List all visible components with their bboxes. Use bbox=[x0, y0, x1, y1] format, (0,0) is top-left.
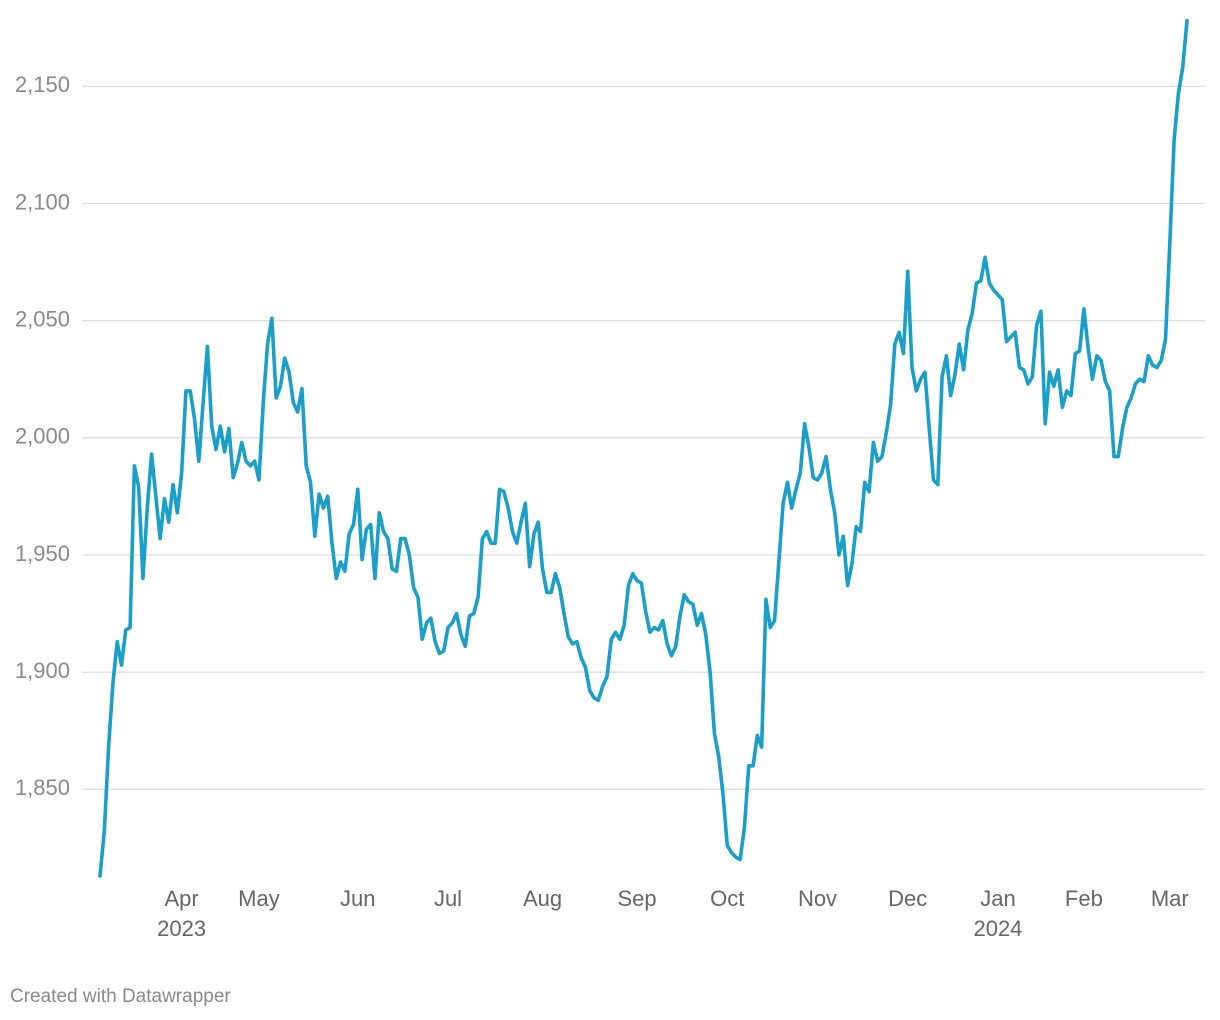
y-tick-label: 2,050 bbox=[15, 306, 70, 331]
x-tick-label: Nov bbox=[798, 886, 837, 911]
x-tick-label: Feb bbox=[1065, 886, 1103, 911]
y-tick-label: 2,000 bbox=[15, 424, 70, 449]
x-tick-label: Jul bbox=[434, 886, 462, 911]
y-tick-label: 2,150 bbox=[15, 72, 70, 97]
x-tick-label: Aug bbox=[523, 886, 562, 911]
x-tick-label: Jun bbox=[340, 886, 375, 911]
x-tick-label: Sep bbox=[617, 886, 656, 911]
y-tick-label: 1,900 bbox=[15, 658, 70, 683]
x-tick-label: Mar bbox=[1151, 886, 1189, 911]
footer: Created with Datawrapper bbox=[10, 986, 231, 1007]
x-tick-label: Jan 2024 bbox=[973, 886, 1022, 941]
y-tick-label: 2,100 bbox=[15, 189, 70, 214]
x-tick-label: Oct bbox=[710, 886, 744, 911]
y-tick-label: 1,950 bbox=[15, 541, 70, 566]
x-tick-label: Dec bbox=[888, 886, 927, 911]
line-series bbox=[98, 18, 1189, 878]
y-tick-label: 1,850 bbox=[15, 775, 70, 800]
x-tick-label: Apr 2023 bbox=[157, 886, 206, 941]
x-tick-label: May bbox=[238, 886, 280, 911]
